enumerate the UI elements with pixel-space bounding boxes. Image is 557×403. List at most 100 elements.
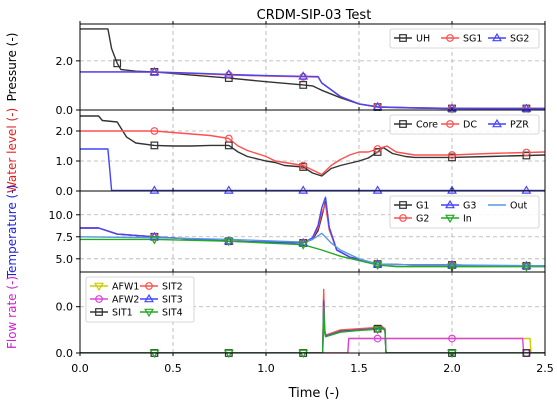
legend-swatch-marker (492, 32, 502, 42)
data-point-pzr (521, 185, 532, 194)
panel-3: 5.0 7.5 10.0 Temperature (-) G1 G2 G3 In Out (5, 185, 546, 280)
data-point-pzr (149, 185, 160, 194)
y-tick-label: 2.0 (56, 125, 74, 138)
legend-label: SIT3 (162, 295, 183, 306)
series-line-dc (80, 130, 545, 176)
data-point-dc (522, 148, 531, 157)
data-point-g3 (223, 236, 234, 245)
legend: Core DC PZR (389, 114, 540, 135)
chart-title: CRDM-SIP-03 Test (257, 8, 372, 23)
legend-label: SIT1 (112, 308, 133, 319)
series-line-sg2 (80, 71, 545, 110)
y-axis-label: Pressure (-) (5, 33, 19, 102)
legend-swatch-marker (144, 293, 154, 303)
data-point-in (298, 241, 309, 250)
panels: 0.0 2.0 Pressure (-) UH SG1 SG2 0.0 1.0 2.0 Water… (5, 21, 554, 375)
series-line-pzr (80, 148, 545, 191)
data-point-in (372, 261, 383, 271)
legend-swatch-marker (446, 34, 454, 42)
data-point-g3 (372, 258, 383, 268)
legend-label: G2 (416, 214, 429, 225)
series-line-in (80, 238, 545, 268)
data-point-in (447, 263, 457, 272)
x-tick-label: 1.5 (350, 362, 368, 375)
legend-swatch-marker (445, 199, 455, 209)
legend-swatch-marker (446, 120, 454, 128)
x-tick-label: 1.0 (257, 362, 275, 375)
legend-swatch-marker (399, 120, 407, 128)
legend-label: SG2 (510, 34, 529, 45)
data-point-sg2 (298, 71, 309, 80)
data-point-uh (299, 81, 308, 89)
y-tick-label: 0.0 (56, 301, 74, 314)
series-line-sit2 (80, 288, 545, 353)
data-point-dc (224, 134, 233, 143)
x-tick-label: 2.0 (443, 362, 461, 375)
legend-label: AFW2 (112, 295, 139, 306)
legend-label: DC (463, 120, 477, 131)
data-point-sit4 (223, 349, 234, 359)
legend-swatch-marker (445, 214, 455, 224)
legend-label: In (463, 214, 472, 225)
legend-swatch-marker (399, 214, 407, 222)
legend-swatch-marker (399, 201, 407, 209)
legend-swatch-marker (95, 295, 103, 303)
data-point-pzr (223, 185, 234, 194)
data-point-dc (448, 151, 456, 159)
legend-label: G1 (416, 201, 429, 212)
data-point-sg2 (149, 66, 160, 76)
data-point-sit4 (149, 349, 160, 359)
data-point-pzr (298, 185, 309, 194)
y-axis-label: Temperature (-) (5, 185, 19, 280)
series-line-core (80, 115, 545, 177)
data-point-sg2 (521, 103, 532, 112)
legend-label: SG1 (463, 34, 482, 45)
y-tick-label: 0.0 (56, 185, 74, 198)
legend-label: PZR (510, 120, 529, 131)
data-point-sit4 (298, 349, 309, 359)
panel-2: 0.0 1.0 2.0 Water level (-) Core DC PZR (5, 107, 546, 198)
data-point-dc (373, 145, 382, 153)
x-tick-label: 0.5 (164, 362, 182, 375)
y-tick-label: 2.0 (56, 55, 74, 68)
data-point-uh (224, 74, 233, 82)
data-point-afw2 (448, 334, 456, 343)
legend-box (389, 195, 540, 229)
legend: UH SG1 SG2 (389, 28, 540, 49)
panel-4: 0.0 0.0 Flow rate (-) AFW1 AFW2 SIT1 SIT2 SIT3 S… (5, 269, 546, 360)
data-point-sit4 (447, 349, 457, 359)
y-tick-label: 7.5 (56, 231, 74, 244)
data-point-sg2 (223, 69, 234, 78)
data-point-g3 (521, 260, 532, 270)
legend-swatch-marker (492, 118, 502, 128)
data-point-sit4 (372, 325, 383, 335)
x-tick-label: 2.5 (536, 362, 554, 375)
legend-label: Out (510, 201, 527, 212)
legend-box (389, 114, 540, 135)
legend-swatch-marker (95, 308, 103, 316)
data-point-uh (113, 59, 122, 68)
legend-swatch-marker (145, 282, 153, 290)
y-tick-label: 1.0 (56, 155, 74, 168)
data-point-in (149, 236, 160, 245)
legend-label: G3 (463, 201, 476, 212)
legend: G1 G2 G3 In Out (389, 195, 540, 229)
legend-label: AFW1 (112, 282, 139, 293)
legend-swatch-marker (94, 282, 104, 292)
x-axis-label: Time (-) (288, 386, 340, 401)
series-line-sg1 (80, 71, 545, 110)
y-axis-label: Flow rate (-) (5, 276, 19, 349)
data-point-afw2 (373, 334, 382, 343)
data-point-core (373, 148, 382, 156)
legend-label: SIT4 (162, 308, 183, 319)
legend-swatch-marker (144, 308, 154, 318)
y-tick-label: 10.0 (49, 209, 74, 222)
series-line-afw1 (80, 337, 545, 353)
legend-label: UH (416, 34, 430, 45)
data-point-in (223, 237, 234, 247)
legend-label: SIT2 (162, 282, 183, 293)
data-point-core (448, 153, 456, 162)
series-line-afw2 (80, 337, 545, 353)
plot-frame (79, 271, 546, 354)
